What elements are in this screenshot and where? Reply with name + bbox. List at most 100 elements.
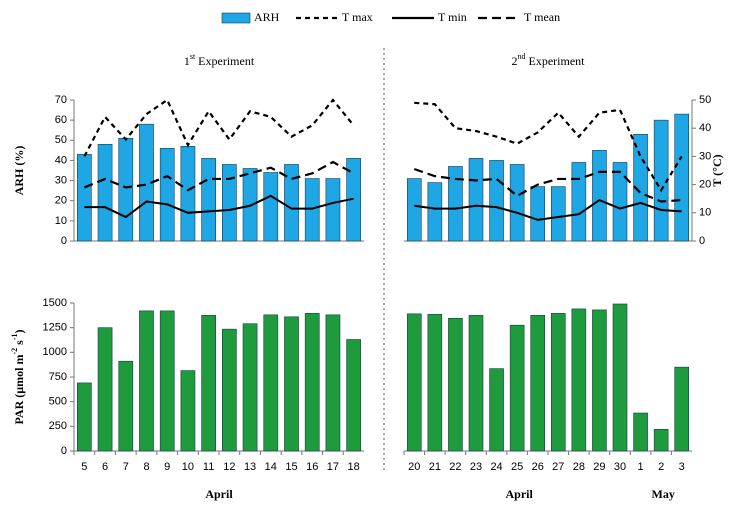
x-tick-label: 8 bbox=[143, 461, 149, 473]
x-tick-label: 25 bbox=[511, 461, 523, 473]
line bbox=[83, 160, 355, 192]
x-tick-label: 1 bbox=[638, 461, 644, 473]
x-tick-label: 28 bbox=[573, 461, 585, 473]
bar bbox=[571, 162, 587, 242]
x-tick-label: 12 bbox=[223, 461, 235, 473]
text-part: 2 bbox=[512, 54, 518, 68]
superscript: -2 bbox=[10, 348, 19, 355]
bar bbox=[674, 366, 690, 452]
text-part: Experiment bbox=[195, 54, 255, 68]
x-tick-label: 13 bbox=[244, 461, 256, 473]
y-tick-label: 0 bbox=[61, 235, 67, 247]
y-tick-label: 1000 bbox=[43, 346, 67, 358]
y-tick-label: 1500 bbox=[43, 297, 67, 309]
bar bbox=[468, 158, 484, 242]
y2-tick-label: 20 bbox=[699, 179, 711, 191]
x-tick-label: 18 bbox=[348, 461, 360, 473]
y-tick-label: 250 bbox=[49, 420, 67, 432]
bar bbox=[612, 162, 628, 242]
bar bbox=[222, 164, 237, 242]
bar bbox=[489, 368, 504, 452]
bar bbox=[509, 324, 525, 452]
bar bbox=[592, 150, 607, 242]
bar bbox=[242, 323, 258, 452]
bar bbox=[97, 144, 113, 242]
x-group-label: April bbox=[205, 487, 233, 501]
bar bbox=[633, 412, 648, 452]
legend-swatch bbox=[221, 12, 251, 24]
x-tick-label: 17 bbox=[327, 461, 339, 473]
text-part: s bbox=[12, 340, 26, 348]
bar bbox=[530, 315, 546, 452]
text-part: 1 bbox=[184, 54, 190, 68]
bar bbox=[489, 160, 504, 242]
bar bbox=[263, 314, 279, 452]
bar bbox=[77, 382, 92, 452]
legend-label: T min bbox=[438, 10, 467, 24]
panel-title: 2nd Experiment bbox=[512, 52, 586, 67]
bar bbox=[284, 316, 299, 452]
bar bbox=[427, 182, 443, 242]
bar bbox=[612, 303, 628, 452]
line bbox=[414, 101, 683, 193]
bar bbox=[406, 178, 422, 242]
bar bbox=[550, 313, 566, 452]
y-axis-title: PAR (µmol m-2 s-1) bbox=[10, 329, 25, 424]
y-tick-label: 1250 bbox=[43, 322, 67, 334]
x-tick-label: 7 bbox=[123, 461, 129, 473]
bar bbox=[550, 186, 566, 242]
bar bbox=[263, 172, 279, 242]
y-tick-label: 20 bbox=[55, 195, 67, 207]
x-tick-label: 22 bbox=[449, 461, 461, 473]
x-tick-label: 20 bbox=[408, 461, 420, 473]
y-tick-label: 500 bbox=[49, 396, 67, 408]
bar bbox=[448, 166, 463, 242]
bar bbox=[346, 339, 361, 452]
text-part: Experiment bbox=[526, 54, 586, 68]
bar bbox=[530, 186, 546, 242]
line bbox=[414, 198, 682, 221]
x-tick-label: 2 bbox=[658, 461, 664, 473]
text-part: PAR (µmol m bbox=[12, 355, 26, 425]
x-tick-label: 29 bbox=[593, 461, 605, 473]
y-tick-label: 0 bbox=[61, 445, 67, 457]
y-tick-label: 60 bbox=[55, 114, 67, 126]
y2-tick-label: 40 bbox=[699, 122, 711, 134]
bar bbox=[448, 317, 463, 452]
superscript: nd bbox=[518, 52, 526, 61]
superscript: -1 bbox=[10, 333, 19, 340]
bar bbox=[180, 370, 196, 452]
bar bbox=[201, 315, 216, 452]
bar bbox=[159, 310, 175, 452]
x-tick-label: 11 bbox=[203, 461, 214, 473]
bar bbox=[571, 308, 587, 452]
bar bbox=[304, 313, 320, 452]
x-tick-label: 23 bbox=[470, 461, 482, 473]
x-tick-label: 5 bbox=[81, 461, 87, 473]
x-tick-label: 15 bbox=[285, 461, 297, 473]
x-tick-label: 21 bbox=[429, 461, 441, 473]
y-tick-label: 10 bbox=[55, 215, 67, 227]
bar bbox=[97, 327, 113, 452]
y2-axis-title: T (°C) bbox=[710, 154, 724, 186]
bar bbox=[118, 360, 134, 452]
bar bbox=[427, 314, 443, 452]
x-tick-label: 30 bbox=[614, 461, 626, 473]
bar bbox=[201, 158, 216, 242]
bar bbox=[325, 178, 341, 242]
bar bbox=[222, 328, 237, 452]
y-tick-label: 70 bbox=[55, 94, 67, 106]
y-tick-label: 40 bbox=[55, 154, 67, 166]
bar bbox=[592, 309, 607, 452]
legend-label: T mean bbox=[524, 10, 560, 24]
legend-label: ARH bbox=[254, 10, 280, 24]
line bbox=[83, 98, 355, 157]
x-tick-label: 3 bbox=[679, 461, 685, 473]
bar bbox=[77, 154, 92, 242]
x-tick-label: 16 bbox=[306, 461, 318, 473]
x-tick-label: 24 bbox=[490, 461, 502, 473]
y2-tick-label: 30 bbox=[699, 150, 711, 162]
y-tick-label: 50 bbox=[55, 134, 67, 146]
